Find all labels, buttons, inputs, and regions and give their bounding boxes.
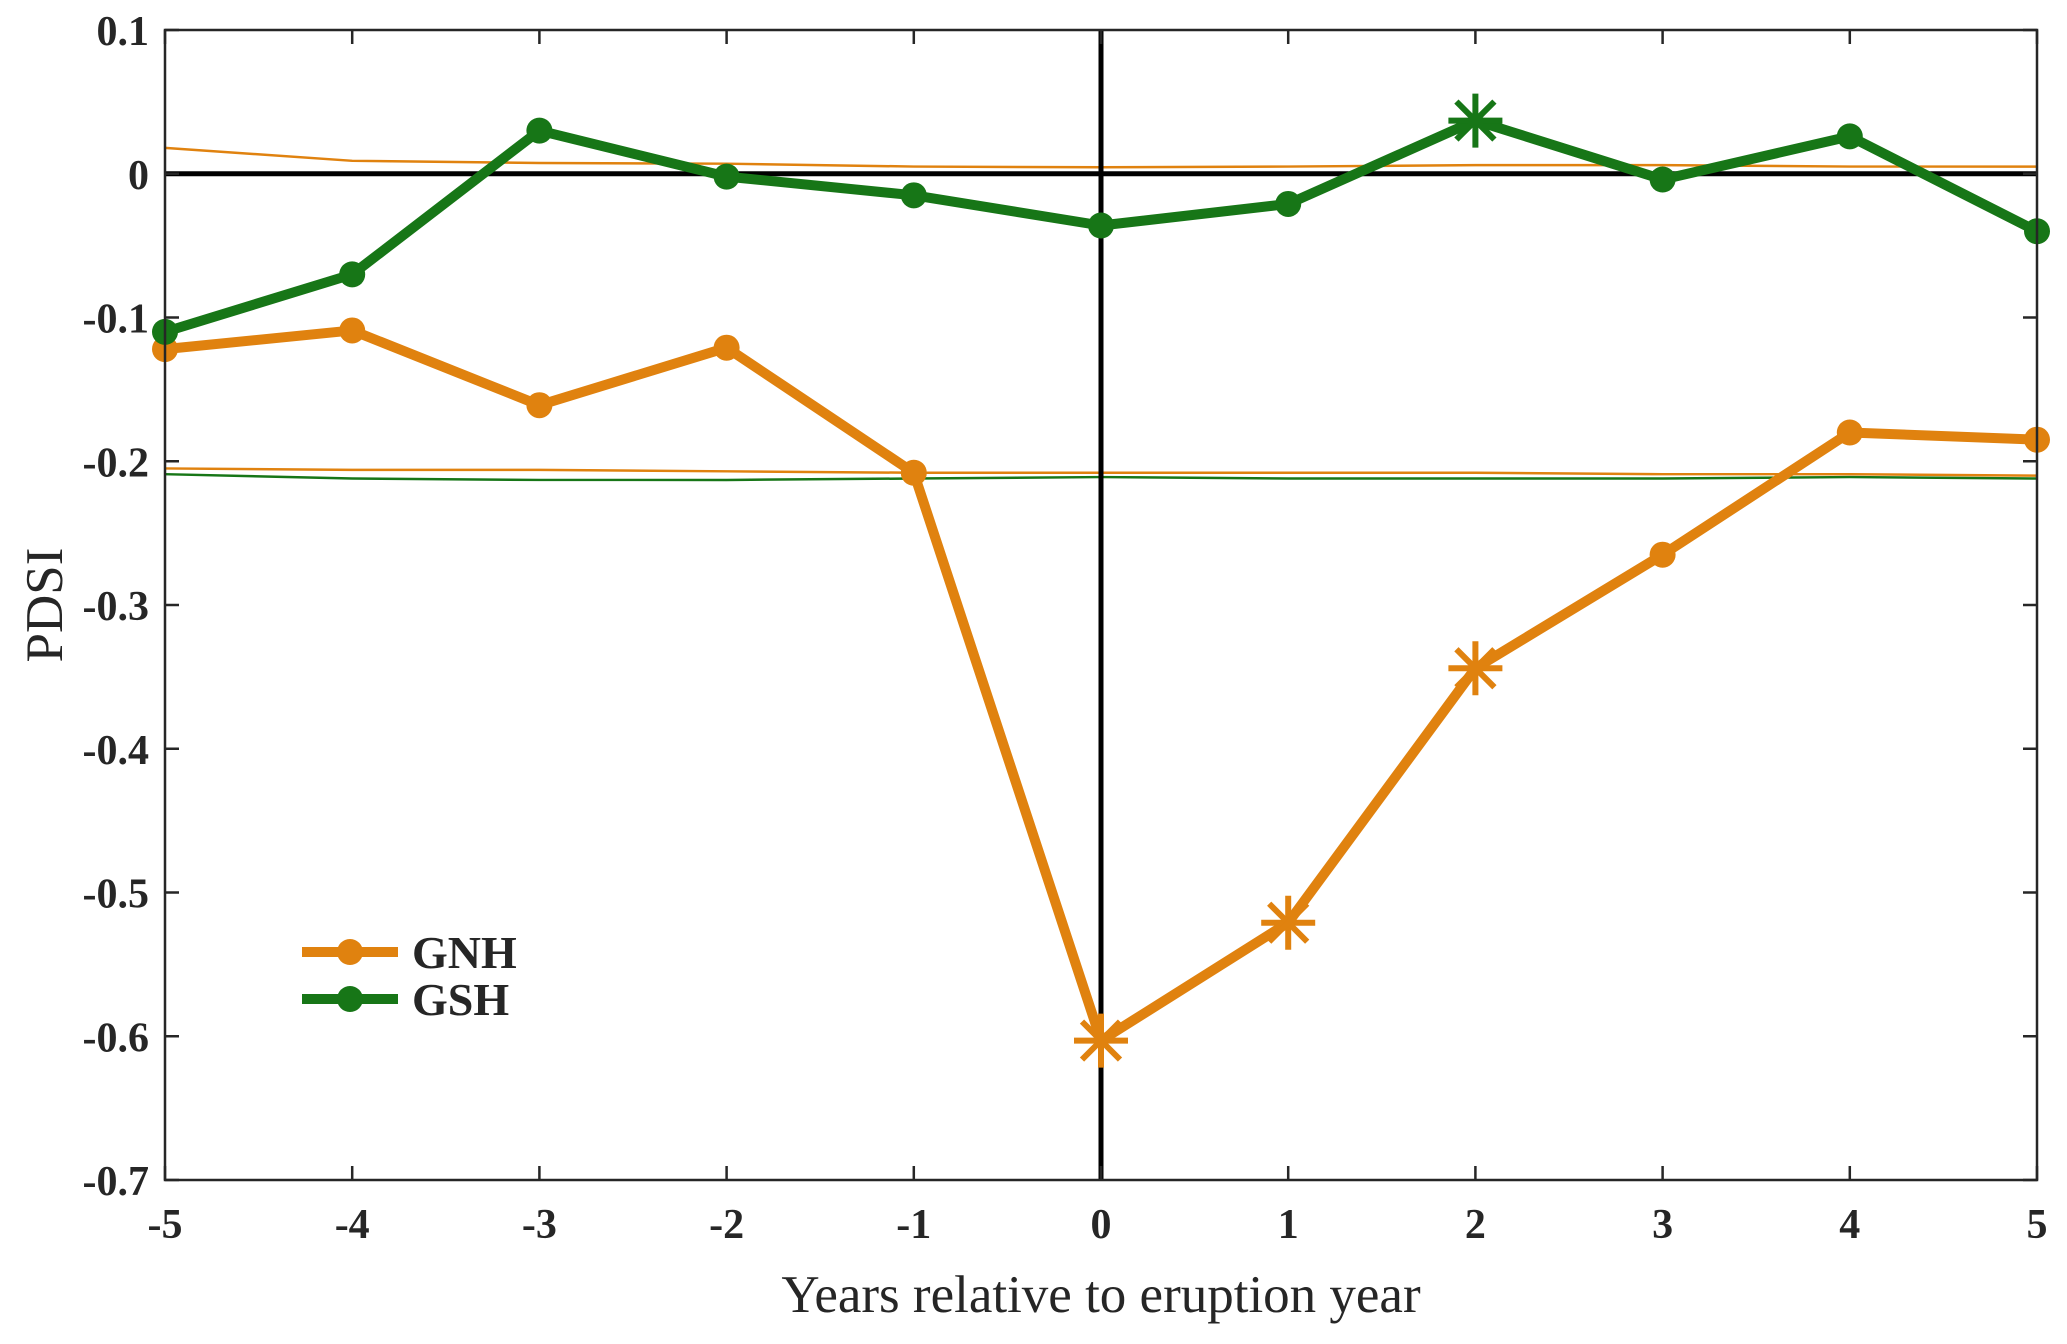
x-tick-label-5: 5: [2027, 1202, 2048, 1248]
gsh-point-year-4-circle-marker: [1836, 123, 1863, 150]
asterisk-arm: [1079, 1019, 1123, 1062]
gnh-point-year-3-circle-marker: [1649, 541, 1676, 568]
legend-label-gnh: GNH: [412, 927, 517, 978]
x-axis-label: Years relative to eruption year: [781, 1266, 1421, 1324]
legend-circle-marker: [337, 939, 363, 965]
legend-label-gsh: GSH: [412, 974, 509, 1025]
x-tick-label--4: -4: [335, 1202, 370, 1248]
x-tick-label--1: -1: [896, 1202, 931, 1248]
gsh-point-year-0-circle-marker: [1088, 212, 1114, 239]
asterisk-arm: [1267, 901, 1310, 944]
data-point-markers: [152, 93, 2050, 1068]
gnh-point-year--1-circle-marker: [900, 459, 927, 486]
y-tick-label--0.7: -0.7: [83, 1159, 150, 1205]
gnh-point-year--2-circle-marker: [713, 334, 740, 361]
y-tick-label--0.3: -0.3: [83, 584, 150, 630]
gsh-point-year--2-circle-marker: [713, 163, 740, 190]
y-tick-label--0.1: -0.1: [83, 297, 150, 343]
gsh-point-year--4-circle-marker: [339, 261, 366, 288]
y-axis-label: PDSI: [16, 548, 74, 663]
gsh-point-year--3-circle-marker: [526, 117, 553, 144]
x-tick-label--2: -2: [709, 1202, 744, 1248]
gsh-point-year-1-circle-marker: [1275, 190, 1302, 217]
gnh-point-year--3-circle-marker: [526, 392, 553, 419]
axis-labels: Years relative to eruption year PDSI: [16, 548, 1421, 1324]
x-tick-label-4: 4: [1839, 1202, 1860, 1248]
tick-labels: -5 -4 -3 -2 -1 0 1 2 3 4 5 0.1 0 -0.1 -0.2 -0.3 -0.4 -0.5…: [83, 9, 2048, 1248]
x-tick-label-3: 3: [1652, 1202, 1673, 1248]
x-tick-label-0: 0: [1091, 1202, 1112, 1248]
y-tick-label-0: 0: [128, 153, 149, 199]
gnh-point-year--4-circle-marker: [339, 317, 366, 344]
y-tick-label--0.5: -0.5: [83, 872, 150, 918]
gsh-point-year-3-circle-marker: [1649, 166, 1676, 193]
legend-entry-gsh: GSH: [302, 974, 509, 1025]
gnh-point-year-1-significant-asterisk-marker: [1261, 895, 1316, 950]
x-tick-label--5: -5: [148, 1202, 183, 1248]
x-tick-label-1: 1: [1278, 1202, 1299, 1248]
gnh-point-year-2-significant-asterisk-marker: [1448, 641, 1503, 696]
legend-entry-gnh: GNH: [302, 927, 517, 978]
axes-box-and-ticks: [163, 28, 2039, 1182]
y-tick-label--0.6: -0.6: [83, 1015, 150, 1061]
asterisk-arm: [1454, 647, 1497, 690]
gnh-point-year-0-significant-asterisk-marker: [1074, 1013, 1128, 1068]
asterisk-arm: [1454, 99, 1497, 142]
x-tick-label--3: -3: [522, 1202, 557, 1248]
y-tick-label--0.4: -0.4: [83, 728, 150, 774]
gsh-point-year-2-significant-asterisk-marker: [1448, 93, 1503, 148]
legend-circle-marker: [337, 986, 363, 1012]
y-tick-label--0.2: -0.2: [83, 440, 150, 486]
y-tick-label-0.1: 0.1: [97, 9, 150, 55]
x-tick-label-2: 2: [1465, 1202, 1486, 1248]
gnh-point-year-4-circle-marker: [1836, 419, 1863, 446]
gsh-point-year--1-circle-marker: [900, 182, 927, 209]
